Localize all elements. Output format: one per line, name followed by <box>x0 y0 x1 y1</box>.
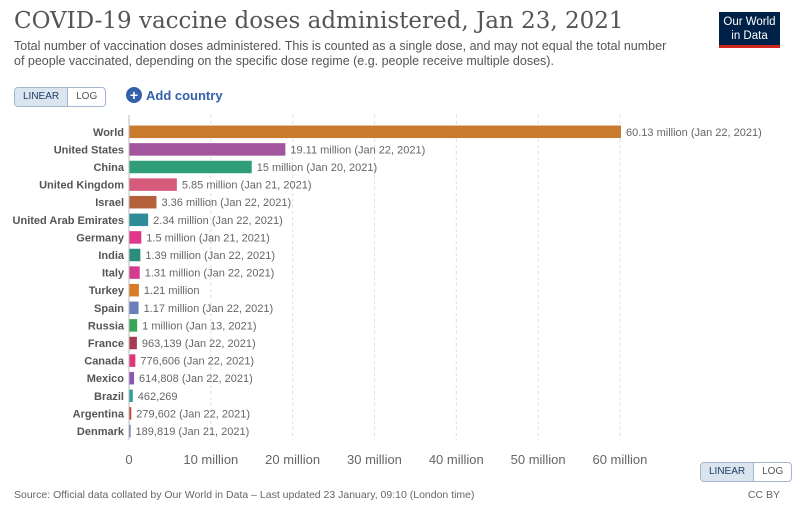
value-label: 1.39 million (Jan 22, 2021) <box>145 250 275 262</box>
value-label: 279,602 (Jan 22, 2021) <box>136 408 250 420</box>
scale-toggle-bottom: LINEAR LOG <box>700 462 793 482</box>
bar <box>129 424 131 438</box>
category-label: United Arab Emirates <box>13 215 124 227</box>
value-label: 614,808 (Jan 22, 2021) <box>139 373 253 385</box>
bar <box>129 389 133 403</box>
value-label: 19.11 million (Jan 22, 2021) <box>290 144 425 156</box>
x-tick-label: 40 million <box>429 452 484 467</box>
value-label: 2.34 million (Jan 22, 2021) <box>153 215 283 227</box>
category-label: Germany <box>76 232 125 244</box>
license-link[interactable]: CC BY <box>747 489 780 501</box>
bar <box>129 178 177 191</box>
value-label: 963,139 (Jan 22, 2021) <box>142 338 256 350</box>
bar <box>129 266 140 279</box>
category-label: Israel <box>95 197 124 209</box>
linear-scale-button-bottom[interactable]: LINEAR <box>701 463 755 481</box>
value-label: 189,819 (Jan 21, 2021) <box>136 426 250 438</box>
x-tick-label: 50 million <box>511 452 566 467</box>
category-label: China <box>93 162 124 174</box>
bar <box>129 195 157 209</box>
bar <box>129 407 132 420</box>
bar <box>129 213 149 227</box>
bar <box>129 231 142 244</box>
category-label: India <box>98 250 125 262</box>
value-label: 1.17 million (Jan 22, 2021) <box>144 303 274 315</box>
bar <box>129 319 138 332</box>
value-label: 1 million (Jan 13, 2021) <box>142 320 256 332</box>
category-label: Canada <box>84 356 125 368</box>
x-tick-label: 10 million <box>183 452 238 467</box>
bar-chart: 0 10 million 20 million 30 million 40 millio… <box>13 115 762 467</box>
chart-subtitle: Total number of vaccination doses admini… <box>14 39 667 68</box>
bar <box>129 336 137 350</box>
bar <box>129 283 139 297</box>
x-tick-label: 20 million <box>265 452 320 467</box>
log-scale-button[interactable]: LOG <box>76 91 98 102</box>
category-label: United States <box>54 144 124 156</box>
value-label: 462,269 <box>138 391 178 403</box>
chart-title: COVID-19 vaccine doses administered, Jan… <box>14 8 624 34</box>
category-label: Brazil <box>94 391 124 403</box>
bar <box>129 371 135 385</box>
value-label: 3.36 million (Jan 22, 2021) <box>161 197 291 209</box>
category-label: Mexico <box>87 373 125 385</box>
bar <box>129 143 286 156</box>
log-scale-button-bottom[interactable]: LOG <box>762 466 784 477</box>
bar <box>129 354 136 367</box>
x-tick-label: 30 million <box>347 452 402 467</box>
bar <box>129 125 621 139</box>
category-label: United Kingdom <box>39 180 124 192</box>
scale-toggle-top: LINEAR LOG <box>14 87 107 107</box>
category-label: Denmark <box>77 426 125 438</box>
value-label: 1.5 million (Jan 21, 2021) <box>146 232 270 244</box>
plus-circle-icon: + <box>126 87 142 103</box>
category-label: World <box>93 127 124 139</box>
value-label: 1.31 million (Jan 22, 2021) <box>145 268 275 280</box>
add-country-button[interactable]: + Add country <box>126 87 223 103</box>
x-tick-label: 0 <box>125 452 132 467</box>
category-label: Argentina <box>73 408 125 420</box>
bar <box>129 160 252 174</box>
value-label: 1.21 million <box>144 285 200 297</box>
x-tick-label: 60 million <box>592 452 647 467</box>
bar <box>129 248 141 262</box>
category-label: Italy <box>102 268 125 280</box>
category-label: Russia <box>88 320 125 332</box>
value-label: 5.85 million (Jan 21, 2021) <box>182 180 312 192</box>
category-label: France <box>88 338 124 350</box>
category-label: Spain <box>94 303 124 315</box>
category-label: Turkey <box>89 285 125 297</box>
source-note: Source: Official data collated by Our Wo… <box>14 489 475 501</box>
linear-scale-button[interactable]: LINEAR <box>15 88 69 106</box>
value-label: 776,606 (Jan 22, 2021) <box>140 356 254 368</box>
bar <box>129 301 139 315</box>
value-label: 15 million (Jan 20, 2021) <box>257 162 377 174</box>
owid-logo[interactable]: Our World in Data <box>719 12 780 48</box>
value-label: 60.13 million (Jan 22, 2021) <box>626 127 762 139</box>
add-country-label: Add country <box>146 87 223 103</box>
